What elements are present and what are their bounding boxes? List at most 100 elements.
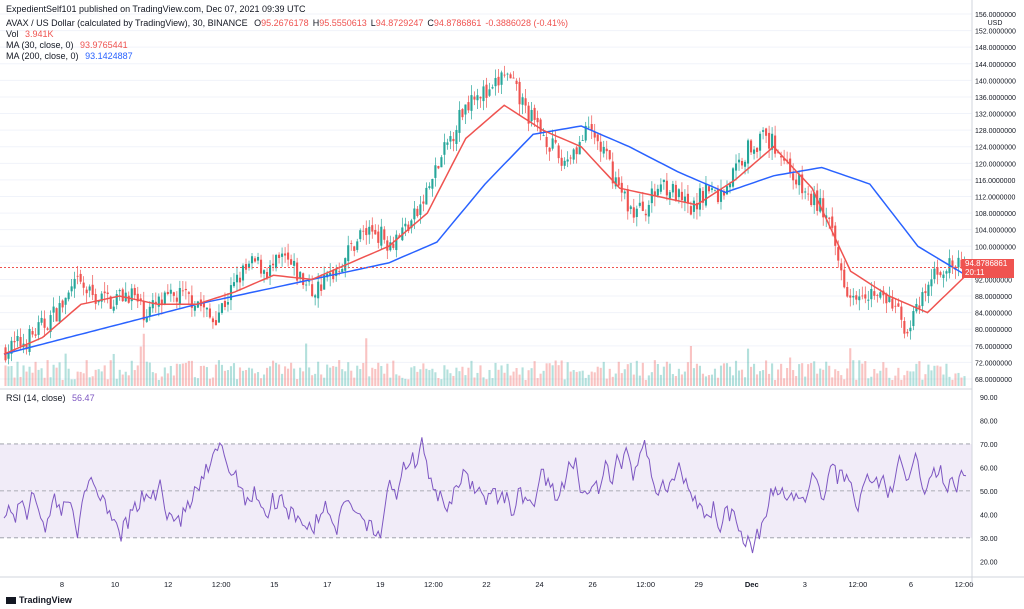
- volume-bar: [467, 367, 470, 386]
- ohlc-key: L: [370, 18, 376, 28]
- candle-body: [329, 272, 332, 276]
- candle-body: [548, 147, 551, 152]
- candle-body: [617, 177, 620, 186]
- candle-body: [722, 191, 726, 196]
- volume-bar: [569, 371, 572, 386]
- volume-bar: [590, 371, 593, 386]
- candle-body: [362, 230, 365, 232]
- volume-bar: [250, 368, 254, 386]
- candle-body: [716, 189, 720, 203]
- candle-body: [623, 191, 626, 194]
- volume-bar: [4, 365, 7, 386]
- candle-body: [683, 196, 686, 203]
- candle-body: [145, 317, 148, 322]
- volume-bar: [810, 363, 813, 386]
- candle-body: [220, 303, 224, 313]
- volume-bar: [118, 369, 121, 386]
- candle-body: [112, 306, 115, 311]
- volume-bar: [783, 378, 786, 386]
- volume-value: 3.941K: [25, 29, 54, 39]
- candle-body: [256, 256, 260, 261]
- volume-bar: [927, 364, 930, 386]
- time-tick-label: 10: [111, 580, 119, 589]
- volume-bar: [223, 370, 227, 386]
- candle-body: [879, 292, 882, 298]
- volume-bar: [196, 378, 199, 386]
- candle-body: [605, 148, 608, 152]
- volume-bar: [963, 376, 966, 386]
- volume-bar: [359, 369, 362, 386]
- volume-bar: [587, 374, 590, 386]
- candle-body: [275, 254, 278, 269]
- volume-bar: [924, 374, 927, 386]
- ma30-value: 93.9765441: [80, 40, 128, 50]
- candle-body: [789, 158, 792, 174]
- volume-bar: [133, 370, 136, 386]
- volume-bar: [521, 367, 524, 386]
- candle-body: [743, 161, 747, 167]
- volume-bar: [338, 360, 341, 386]
- candle-body: [728, 183, 732, 188]
- candle-body: [347, 245, 350, 262]
- volume-bar: [374, 368, 377, 386]
- volume-bar: [816, 373, 819, 386]
- time-tick-label: 12:00: [212, 580, 231, 589]
- volume-bar: [647, 375, 650, 386]
- volume-bar: [737, 370, 741, 386]
- candle-body: [64, 297, 67, 305]
- volume-bar: [37, 369, 40, 386]
- candle-body: [885, 293, 888, 304]
- volume-bar: [804, 376, 807, 386]
- candle-body: [404, 223, 407, 227]
- candle-body: [136, 293, 139, 302]
- volume-bar: [695, 363, 698, 386]
- candle-body: [680, 191, 683, 201]
- candle-body: [861, 295, 864, 297]
- volume-bar: [82, 373, 85, 386]
- volume-bar: [659, 374, 662, 386]
- ohlc-item: C94.8786861: [427, 18, 481, 28]
- volume-bar: [205, 367, 208, 386]
- candle-body: [939, 272, 942, 276]
- volume-bar: [127, 375, 130, 386]
- rsi-tick-label: 50.00: [980, 489, 998, 496]
- candle-body: [554, 139, 557, 143]
- volume-bar: [864, 361, 867, 386]
- ohlc-item: H95.5550613: [313, 18, 367, 28]
- candle-body: [431, 178, 434, 189]
- candle-body: [867, 299, 870, 301]
- candle-body: [581, 140, 584, 141]
- volume-bar: [482, 377, 485, 386]
- candle-body: [160, 299, 163, 306]
- volume-bar: [689, 346, 692, 386]
- volume-bar: [671, 374, 674, 386]
- volume-bar: [638, 375, 641, 386]
- candle-body: [259, 259, 263, 274]
- volume-bar: [828, 365, 831, 386]
- volume-bar: [431, 368, 434, 386]
- time-tick-label: 17: [323, 580, 331, 589]
- volume-bar: [464, 375, 467, 386]
- volume-bar: [377, 362, 380, 386]
- candle-body: [825, 215, 828, 219]
- candle-body: [311, 284, 314, 297]
- candle-body: [677, 189, 680, 198]
- candle-body: [900, 306, 903, 320]
- candle-body: [852, 295, 855, 298]
- volume-bar: [362, 362, 365, 386]
- volume-bar: [533, 361, 536, 386]
- volume-bar: [440, 379, 443, 386]
- volume-bar: [265, 367, 269, 386]
- volume-bar: [710, 374, 714, 386]
- volume-bar: [605, 378, 608, 386]
- candle-body: [238, 277, 242, 283]
- candle-body: [551, 138, 554, 149]
- candle-body: [599, 141, 602, 152]
- volume-bar: [413, 366, 416, 386]
- candle-body: [560, 157, 563, 166]
- candle-body: [314, 295, 317, 298]
- candle-body: [296, 262, 299, 281]
- candle-body: [533, 107, 536, 120]
- candle-body: [620, 182, 623, 193]
- volume-bar: [734, 360, 738, 386]
